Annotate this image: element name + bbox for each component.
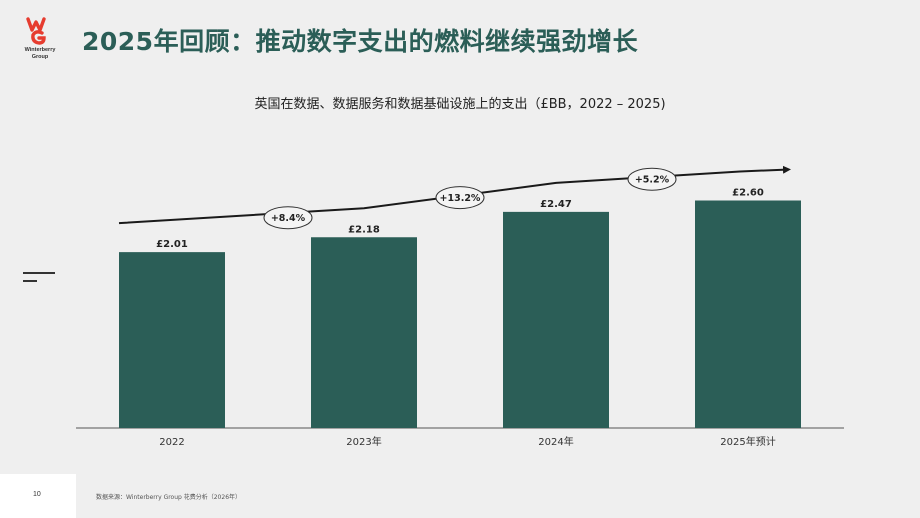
page-number: 10 <box>33 491 41 498</box>
bar-0 <box>119 252 225 428</box>
growth-bubble <box>627 167 677 191</box>
source-note: 数据来源：Winterberry Group 花费分析（2026年） <box>96 494 242 501</box>
bar-3 <box>695 200 801 428</box>
bar-value-label: £2.60 <box>732 188 764 199</box>
bar-2 <box>503 211 609 428</box>
category-tick-label: 2023年 <box>346 435 381 448</box>
winterberry-logo: Winterberry Group <box>22 17 58 63</box>
logo-text-line1: Winterberry <box>24 47 56 53</box>
divider-lines-decoration <box>23 272 55 284</box>
category-tick-label: 2025年预计 <box>720 435 775 448</box>
divider-line-short <box>23 280 37 282</box>
chart-title: 英国在数据、数据服务和数据基础设施上的支出（£BB，2022 – 2025) <box>254 96 665 112</box>
bar-1 <box>311 237 417 428</box>
wg-logo-icon <box>26 17 46 45</box>
divider-line-long <box>23 272 55 274</box>
growth-bubble <box>263 206 313 230</box>
bar-value-label: £2.18 <box>348 224 380 235</box>
growth-label: +8.4% <box>271 213 306 224</box>
footer-page-box <box>0 474 76 518</box>
bar-value-label: £2.47 <box>540 199 572 210</box>
page-title: 2025年回顾：推动数字支出的燃料继续强劲增长 <box>82 27 639 56</box>
growth-label: +5.2% <box>635 175 670 186</box>
growth-bubble <box>435 186 485 210</box>
bar-value-label: £2.01 <box>156 239 188 250</box>
logo-text-line2: Group <box>31 53 49 60</box>
growth-label: +13.2% <box>440 193 481 204</box>
category-tick-label: 2024年 <box>538 435 573 448</box>
category-tick-label: 2022 <box>159 437 184 448</box>
